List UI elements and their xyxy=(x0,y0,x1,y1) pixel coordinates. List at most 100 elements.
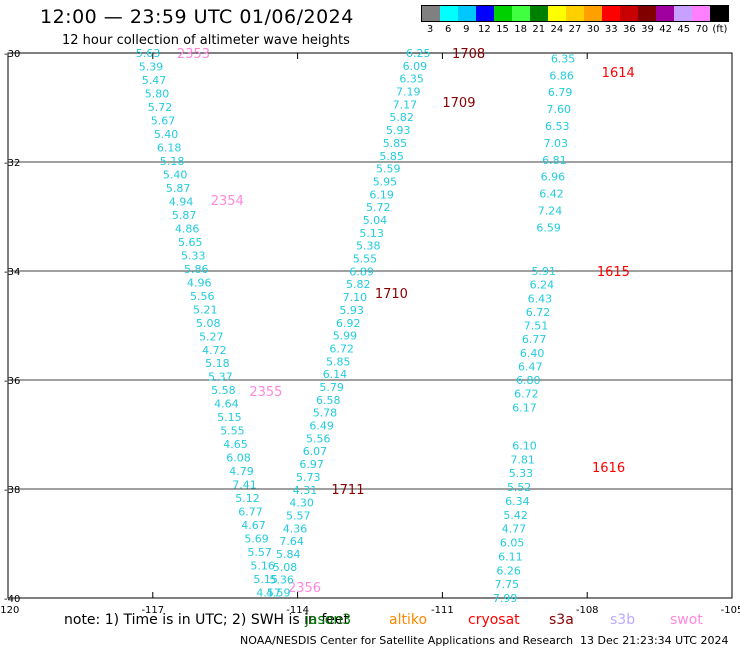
wave-height-value: 5.08 xyxy=(196,317,221,330)
legend-s3a: s3a xyxy=(549,612,574,628)
lat-tick-label: -30 xyxy=(4,49,20,60)
lon-tick-label: -105 xyxy=(721,605,740,616)
wave-height-value: 6.72 xyxy=(526,306,551,319)
lon-tick-label: -114 xyxy=(286,605,309,616)
wave-height-value: 6.26 xyxy=(496,564,521,577)
wave-height-value: 4.86 xyxy=(175,222,200,235)
wave-height-value: 5.99 xyxy=(333,330,358,343)
wave-height-value: 5.38 xyxy=(356,240,381,253)
wave-height-value: 5.59 xyxy=(376,163,401,176)
pass-label: 1615 xyxy=(597,265,630,280)
wave-height-value: 5.42 xyxy=(503,509,528,522)
scale-label: 18 xyxy=(514,24,527,35)
wave-height-value: 5.15 xyxy=(253,573,278,586)
wave-height-value: 5.69 xyxy=(244,533,269,546)
wave-height-value: 4.96 xyxy=(187,276,212,289)
map-grid xyxy=(7,52,733,599)
wave-height-value: 6.81 xyxy=(542,154,567,167)
wave-height-value: 6.42 xyxy=(539,188,564,201)
credit-text: NOAA/NESDIS Center for Satellite Applica… xyxy=(240,634,574,647)
wave-height-value: 4.72 xyxy=(202,344,227,357)
wave-height-value: 6.89 xyxy=(349,265,374,278)
wave-height-value: 7.17 xyxy=(393,98,418,111)
color-scale: 3 6 9 12 15 18 21 24 27 30 33 36 39 42 45 70 (ft) xyxy=(421,5,729,35)
wave-height-value: 7.64 xyxy=(279,535,304,548)
wave-height-value: 6.97 xyxy=(299,458,324,471)
wave-height-value: 6.80 xyxy=(516,374,541,387)
wave-height-value: 6.47 xyxy=(518,360,543,373)
wave-height-value: 7.81 xyxy=(510,453,535,466)
wave-height-value: 6.49 xyxy=(309,420,334,433)
wave-height-value: 4.79 xyxy=(229,465,254,478)
wave-height-value: 6.77 xyxy=(238,506,263,519)
scale-swatch xyxy=(584,6,602,21)
timestamp-text: 13 Dec 21:23:34 UTC 2024 xyxy=(580,634,729,647)
wave-height-value: 6.07 xyxy=(303,445,328,458)
wave-height-value: 5.72 xyxy=(366,201,391,214)
lon-tick-label: -111 xyxy=(431,605,454,616)
scale-swatch xyxy=(422,6,440,21)
wave-height-value: 5.72 xyxy=(148,101,173,114)
wave-height-value: 5.67 xyxy=(151,114,176,127)
wave-height-value: 5.73 xyxy=(296,471,321,484)
wave-height-value: 5.57 xyxy=(247,546,272,559)
lat-tick-label: -40 xyxy=(4,594,20,605)
scale-swatch xyxy=(602,6,620,21)
legend-s3b: s3b xyxy=(610,612,636,628)
wave-height-value: 5.91 xyxy=(532,265,557,278)
wave-height-value: 5.85 xyxy=(326,355,351,368)
wave-height-value: 7.51 xyxy=(524,320,549,333)
scale-swatch xyxy=(458,6,476,21)
wave-height-value: 6.96 xyxy=(541,171,566,184)
wave-height-value: 6.09 xyxy=(403,60,428,73)
pass-label: 2353 xyxy=(177,47,210,62)
scale-swatch xyxy=(656,6,674,21)
scale-label: 30 xyxy=(586,24,600,35)
wave-height-value: 5.12 xyxy=(235,492,260,505)
map-border xyxy=(7,52,733,599)
wave-height-value: 5.58 xyxy=(211,384,236,397)
scale-label: 70 xyxy=(695,24,709,35)
wave-height-value: 5.18 xyxy=(205,357,230,370)
wave-height-value: 5.79 xyxy=(319,381,344,394)
legend-jason3: jason3 xyxy=(305,612,352,628)
lon-tick-label: -117 xyxy=(141,605,164,616)
scale-swatch xyxy=(620,6,638,21)
wave-height-value: 4.36 xyxy=(283,522,308,535)
wave-height-value: 4.59 xyxy=(266,587,291,600)
legend-swot: swot xyxy=(670,612,703,628)
wave-height-value: 6.19 xyxy=(369,188,394,201)
pass-label: 2354 xyxy=(211,194,244,209)
scale-swatch xyxy=(530,6,548,21)
wave-height-value: 4.31 xyxy=(293,484,318,497)
scale-label: 42 xyxy=(659,24,672,35)
wave-height-value: 5.15 xyxy=(217,411,242,424)
lat-tick-label: -32 xyxy=(4,158,20,169)
wave-height-value: 5.27 xyxy=(199,330,224,343)
pass-label: 1614 xyxy=(602,66,635,81)
scale-swatch xyxy=(476,6,494,21)
wave-height-value: 5.80 xyxy=(145,87,170,100)
wave-height-value: 6.10 xyxy=(512,439,537,452)
wave-height-value: 5.13 xyxy=(359,227,384,240)
lat-tick-label: -34 xyxy=(4,267,20,278)
pass-label: 1710 xyxy=(375,287,408,302)
lon-tick-label: -120 xyxy=(0,605,19,616)
scale-swatch xyxy=(674,6,692,21)
wave-height-value: 5.40 xyxy=(154,128,179,141)
wave-height-value: 7.99 xyxy=(493,592,518,605)
scale-label: 15 xyxy=(496,24,509,35)
legend-cryosat: cryosat xyxy=(468,612,520,628)
wave-height-value: 6.53 xyxy=(545,120,570,133)
wave-height-value: 6.14 xyxy=(323,368,348,381)
wave-height-value: 7.24 xyxy=(538,205,563,218)
wave-height-value: 5.78 xyxy=(313,407,338,420)
scale-label: 9 xyxy=(463,24,470,35)
wave-height-value: 6.92 xyxy=(336,317,361,330)
page-subtitle: 12 hour collection of altimeter wave hei… xyxy=(62,33,350,48)
wave-height-value: 6.77 xyxy=(522,333,547,346)
wave-height-value: 4.57 xyxy=(256,587,281,600)
wave-height-value: 5.93 xyxy=(339,304,364,317)
wave-height-value: 7.10 xyxy=(343,291,368,304)
wave-height-value: 5.40 xyxy=(163,168,188,181)
